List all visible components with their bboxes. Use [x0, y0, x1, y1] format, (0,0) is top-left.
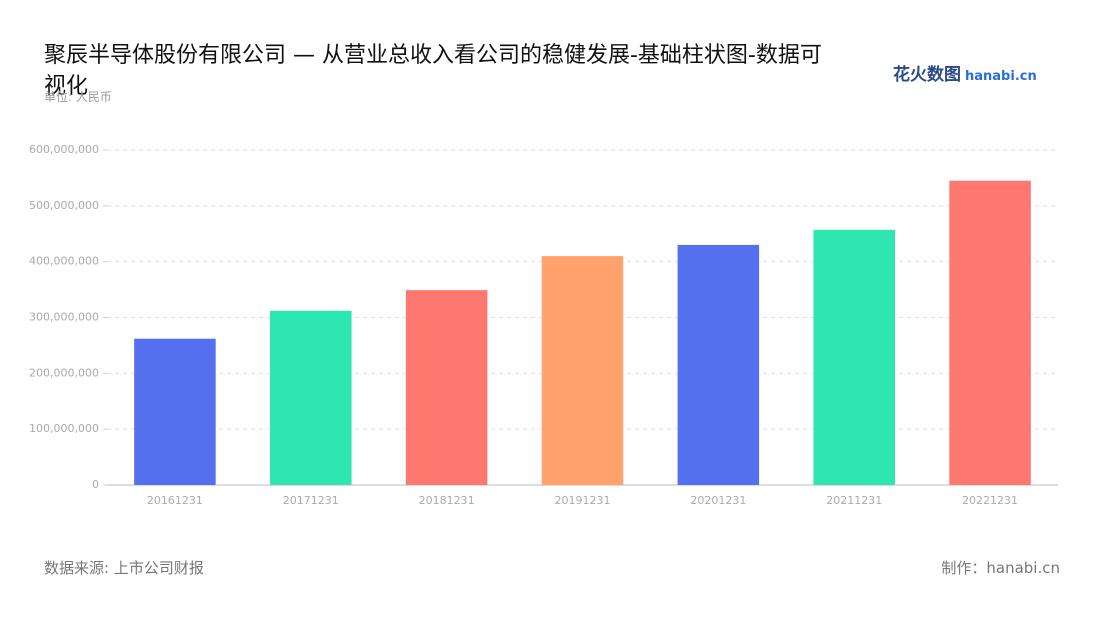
- logo-text: hanabi.cn: [965, 69, 1037, 84]
- bar: [949, 180, 1031, 486]
- bar: [813, 229, 895, 485]
- y-tick-label: 200,000,000: [29, 366, 99, 379]
- x-tick-label: 20171231: [283, 494, 339, 507]
- y-tick-label: 600,000,000: [29, 143, 99, 156]
- x-tick-label: 20221231: [962, 494, 1018, 507]
- logo-mark: 花火数图: [893, 65, 961, 85]
- source: 数据来源: 上市公司财报: [44, 559, 204, 577]
- x-tick-label: 20161231: [147, 494, 203, 507]
- x-tick-label: 20201231: [690, 494, 746, 507]
- y-tick-label: 400,000,000: [29, 255, 99, 268]
- x-tick-label: 20191231: [555, 494, 611, 507]
- bar: [405, 290, 488, 485]
- x-tick-label: 20181231: [419, 494, 475, 507]
- logo: 花火数图 hanabi.cn: [893, 60, 1037, 85]
- y-tick-label: 0: [92, 478, 99, 491]
- bar: [134, 338, 216, 485]
- chart-title: 聚辰半导体股份有限公司 — 从营业总收入看公司的稳健发展-基础柱状图-数据可视化: [44, 43, 822, 99]
- bar: [270, 310, 352, 485]
- unit-label: 单位: 人民币: [44, 90, 112, 104]
- x-tick-label: 20211231: [826, 494, 882, 507]
- y-tick-label: 500,000,000: [29, 199, 99, 212]
- credit: 制作：hanabi.cn: [941, 559, 1060, 577]
- bar: [677, 244, 760, 485]
- y-tick-label: 100,000,000: [29, 422, 99, 435]
- bar: [541, 256, 624, 485]
- y-tick-label: 300,000,000: [29, 311, 99, 324]
